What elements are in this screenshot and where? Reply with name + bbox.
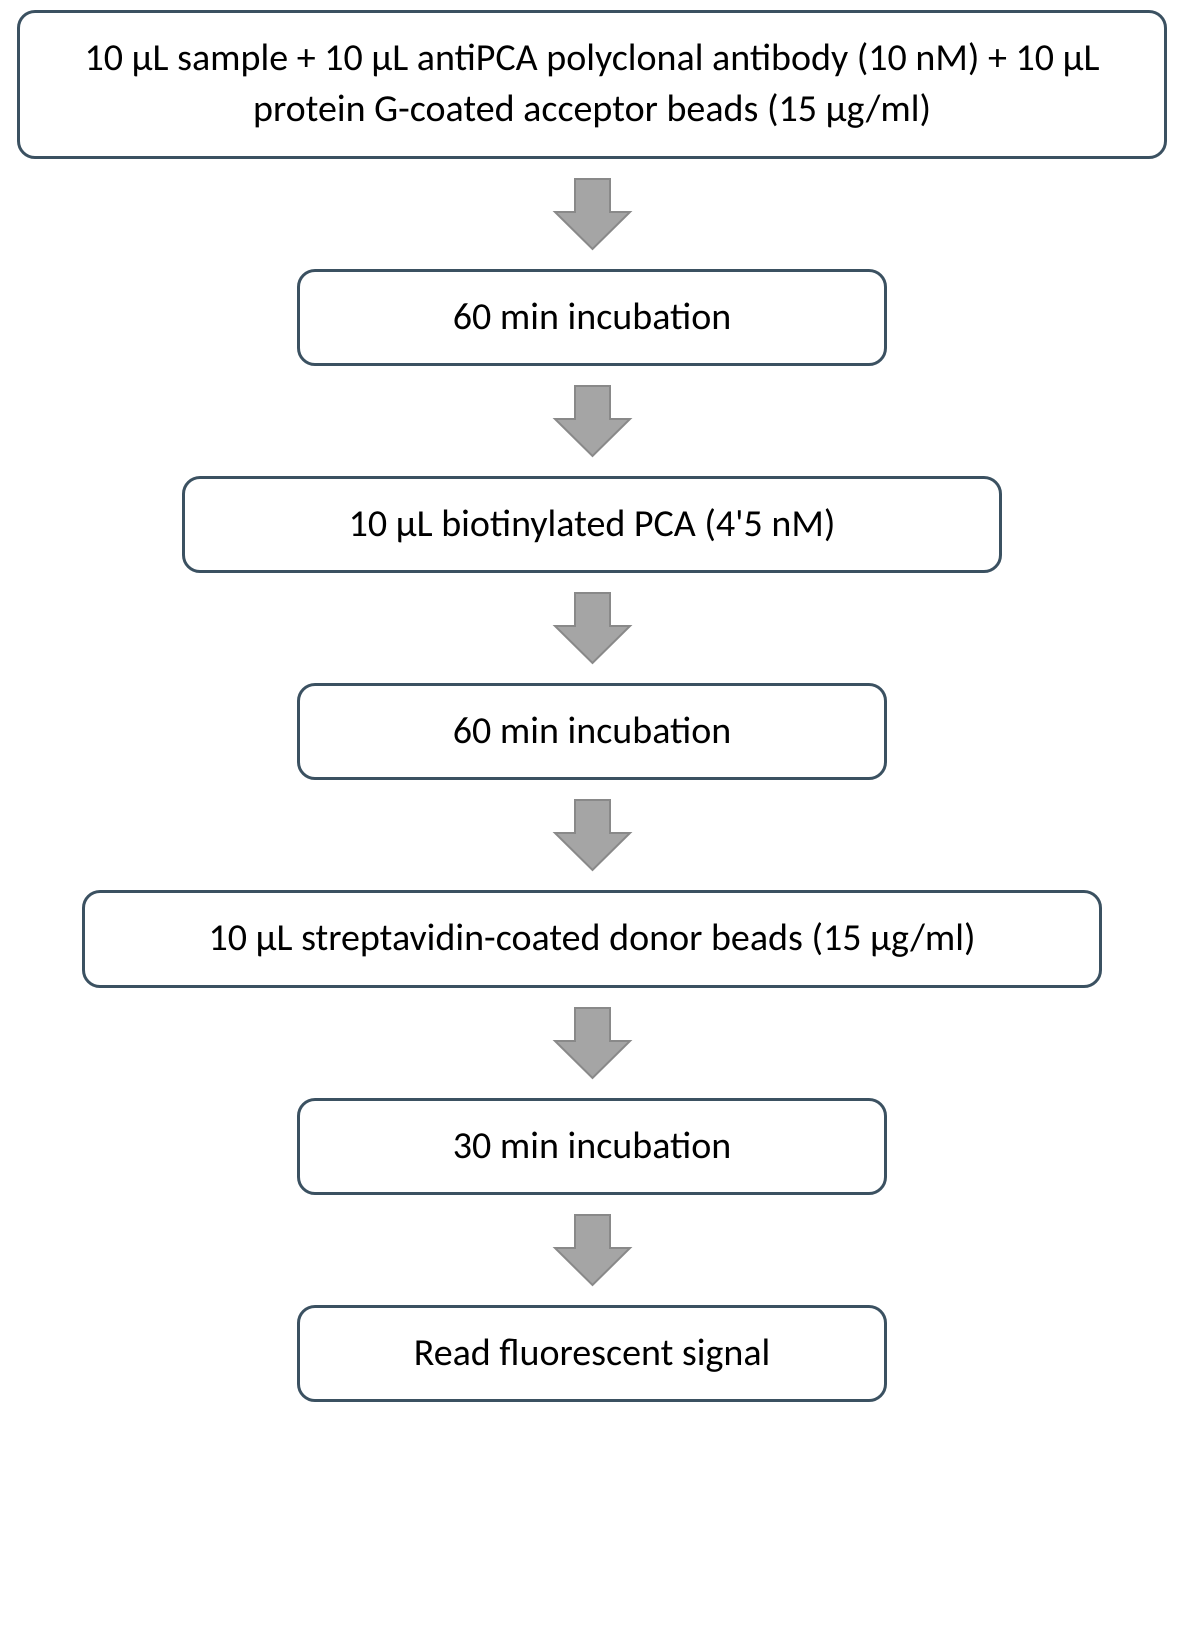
node-text: 10 µL streptavidin-coated donor beads (1… xyxy=(209,913,976,964)
node-text: 60 min incubation xyxy=(453,292,731,343)
flowchart-node-step3: 10 µL biotinylated PCA (4'5 nM) xyxy=(182,476,1002,573)
flowchart-container: 10 µL sample + 10 µL antiPCA polyclonal … xyxy=(17,10,1167,1402)
node-text: 30 min incubation xyxy=(453,1121,731,1172)
flowchart-arrow xyxy=(550,795,635,875)
flowchart-node-step7: Read fluorescent signal xyxy=(297,1305,887,1402)
flowchart-node-step4: 60 min incubation xyxy=(297,683,887,780)
node-text: 60 min incubation xyxy=(453,706,731,757)
flowchart-node-step1: 10 µL sample + 10 µL antiPCA polyclonal … xyxy=(17,10,1167,159)
flowchart-node-step5: 10 µL streptavidin-coated donor beads (1… xyxy=(82,890,1102,987)
node-text: 10 µL biotinylated PCA (4'5 nM) xyxy=(349,499,836,550)
flowchart-arrow xyxy=(550,588,635,668)
flowchart-arrow xyxy=(550,174,635,254)
flowchart-arrow xyxy=(550,381,635,461)
flowchart-arrow xyxy=(550,1003,635,1083)
node-text: 10 µL sample + 10 µL antiPCA polyclonal … xyxy=(50,33,1134,136)
node-text: Read fluorescent signal xyxy=(414,1328,771,1379)
flowchart-node-step2: 60 min incubation xyxy=(297,269,887,366)
flowchart-node-step6: 30 min incubation xyxy=(297,1098,887,1195)
flowchart-arrow xyxy=(550,1210,635,1290)
